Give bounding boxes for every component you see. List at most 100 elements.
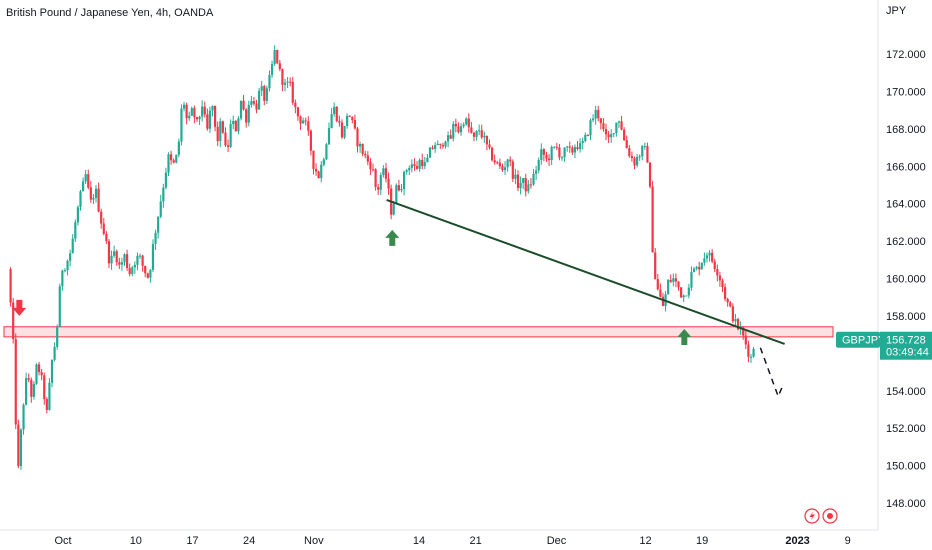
candle-body [237,118,240,132]
candle [428,146,432,158]
record-icon[interactable] [822,508,838,524]
candle [620,115,623,131]
candle [723,283,727,302]
candle-body [646,146,649,163]
candle-body [700,262,703,270]
candle [449,129,452,140]
candle-body [89,187,92,200]
candle [703,252,706,266]
candle [309,129,312,156]
candle-body [366,155,369,162]
candle [654,247,657,280]
candle-body [410,164,413,169]
candle [604,123,608,141]
candle-body [480,130,483,138]
candle-body [452,123,455,139]
candle [188,111,191,121]
candle-body [348,115,351,117]
candle [651,180,654,253]
candle [410,159,413,173]
candle-body [542,149,545,155]
candle-body [43,375,46,400]
candle [713,258,716,273]
candle [547,154,551,166]
candle [9,267,12,307]
candle [327,122,331,145]
candle-body [472,132,476,137]
candle [581,137,584,150]
x-tick-label: 2023 [785,535,809,547]
candle-body [172,160,175,163]
candle [439,143,442,149]
candle-body [144,265,147,274]
candle [387,172,390,195]
candle-body [377,187,380,190]
candle [542,148,545,162]
candle [128,263,131,277]
candle [56,324,59,350]
candle [333,102,336,117]
candle [48,378,51,411]
candle [346,113,349,129]
candle [475,130,478,141]
candle-body [71,238,74,254]
projection-path [759,347,784,399]
candle-body [113,251,116,256]
candle-body [584,134,587,142]
candle-body [45,399,48,410]
candle-body [195,117,199,120]
candle-body [35,364,38,384]
candle-body [576,147,579,150]
candle-body [483,135,486,138]
candle-body [361,144,364,154]
candle [599,118,602,130]
candle [641,145,644,161]
x-tick-label: 14 [413,535,425,547]
candle [234,119,237,132]
candle [87,169,90,190]
candle-body [273,49,276,65]
candle [418,158,421,172]
candle-body [446,135,450,142]
candle [14,333,17,430]
x-tick-label: Nov [304,535,324,547]
symbol-tag-bg [836,331,880,348]
candle-body [501,166,504,171]
candle [579,138,582,153]
candle-body [9,269,12,303]
candle [294,99,297,114]
candle-body [27,378,30,380]
candle [278,59,281,72]
flash-icon[interactable] [804,508,820,524]
candle [369,157,372,175]
candle-body [374,169,377,188]
candle-body [475,131,478,137]
candle [338,115,341,127]
candle-body [330,114,333,129]
candle-body [402,171,406,190]
candle [169,150,173,165]
candle-body [630,155,634,159]
candle-body [107,241,111,264]
candle [120,257,124,271]
candle [597,105,600,122]
candle [35,363,38,385]
candle [125,249,129,271]
candle [692,266,696,273]
candle [151,239,155,273]
candle-body [382,168,385,176]
candle [667,279,670,295]
candle-body [628,148,631,156]
candle [195,116,199,122]
candle [589,118,592,141]
candle-body [690,271,693,288]
candle-body [198,116,201,120]
candle [734,313,737,328]
candle-body [711,252,714,262]
candle-body [100,211,103,224]
candle-body [721,280,724,288]
time-axis[interactable]: Oct 10 17 24 Nov 14 21 Dec 12 19 2023 9 [54,535,850,547]
candle-body [679,287,683,298]
price-axis[interactable]: 148.000150.000152.000154.000156.000158.0… [886,49,926,510]
